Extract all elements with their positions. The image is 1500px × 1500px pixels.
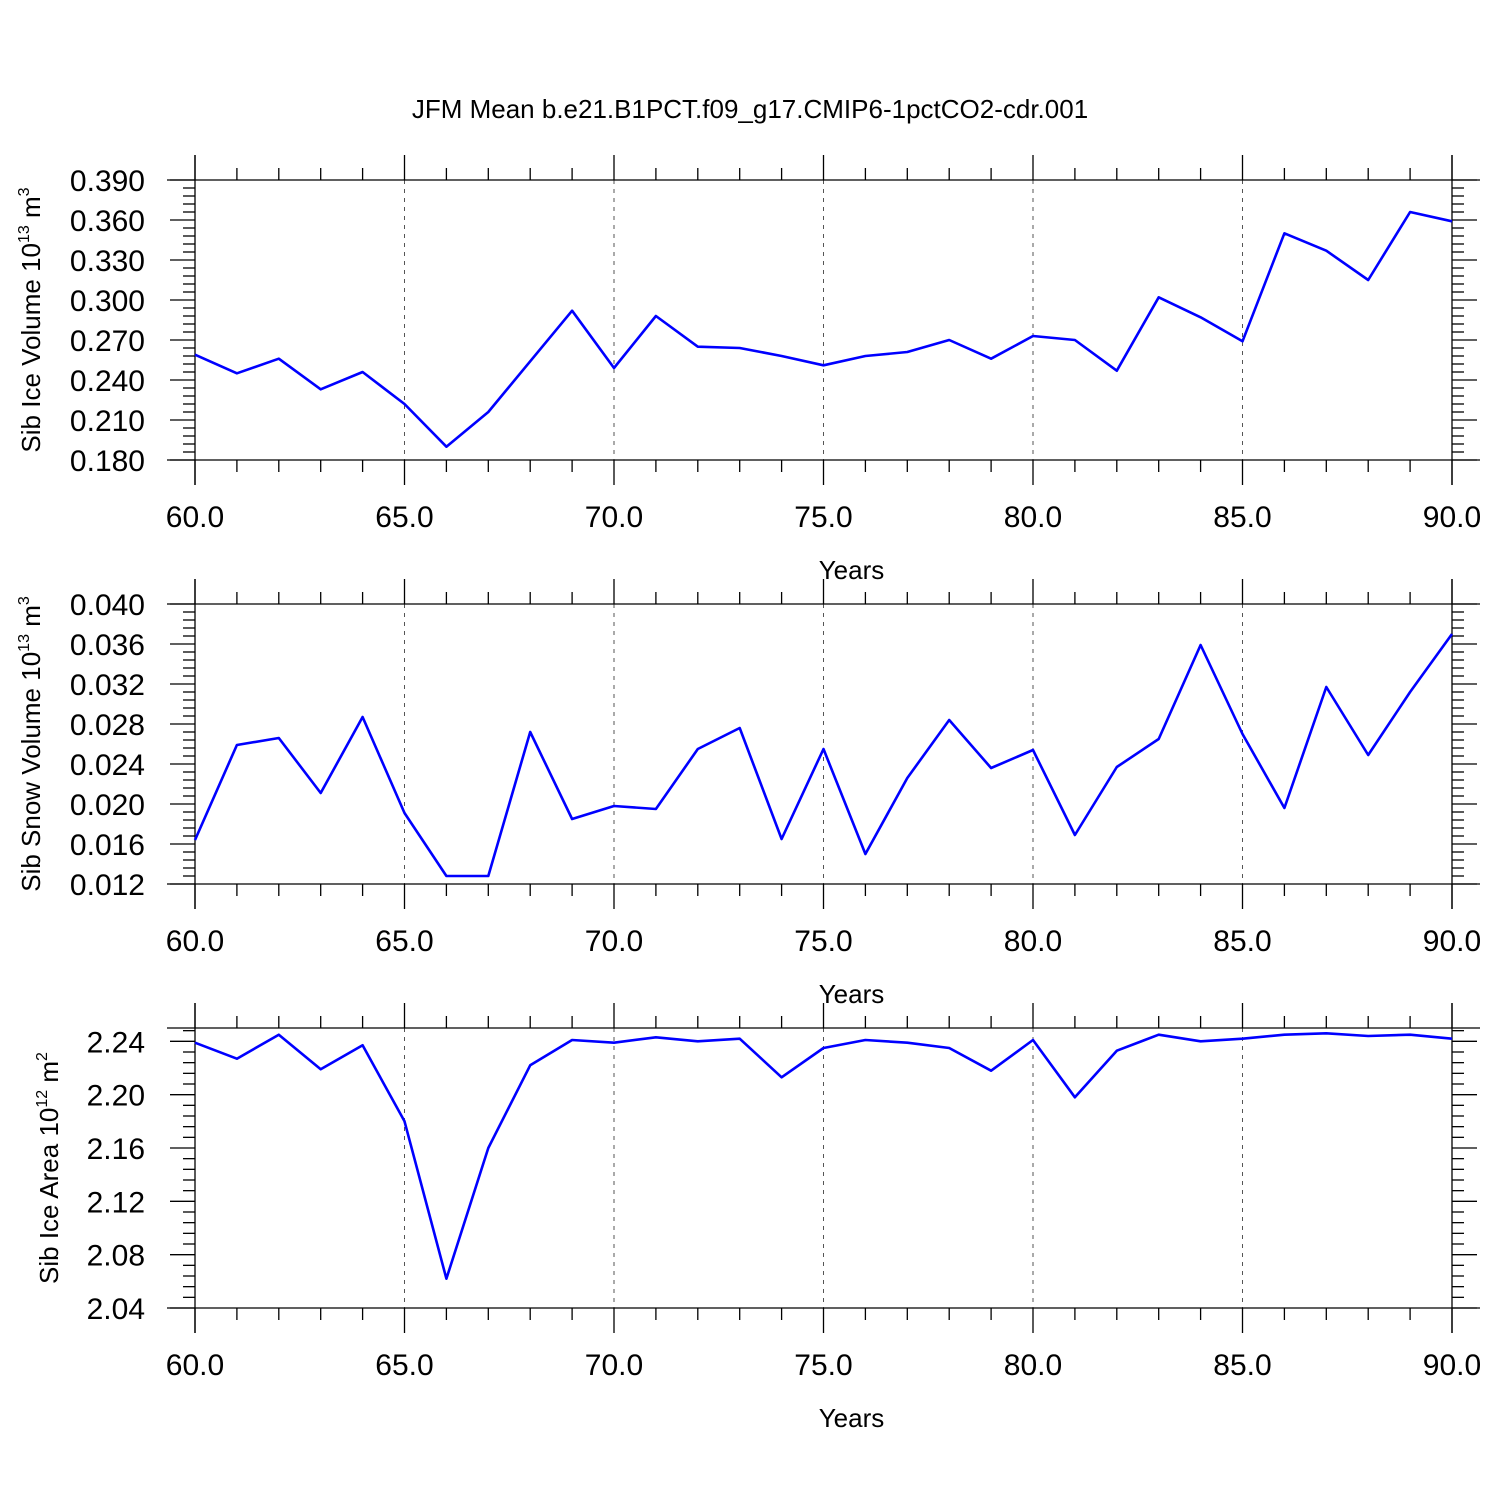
snow-volume-y-tick-label: 0.020 [70,789,145,822]
snow-volume-x-tick-label: 80.0 [1004,925,1062,958]
snow-volume-x-tick-label: 70.0 [585,925,643,958]
ice-area-y-axis-label: Sib Ice Area 1012 m2 [34,1052,64,1284]
snow-volume-x-tick-label: 65.0 [375,925,433,958]
ice-volume-y-tick-label: 0.210 [70,405,145,438]
ice-area-y-tick-label: 2.24 [87,1026,145,1059]
ice-volume-series-line [194,210,1453,449]
ice-area-x-tick-label: 75.0 [794,1349,852,1382]
snow-volume-x-tick-label: 90.0 [1423,925,1481,958]
snow-volume-x-tick-label: 85.0 [1213,925,1271,958]
snow-volume-series-line [193,633,1454,878]
ice-volume-x-tick-label: 85.0 [1213,501,1271,534]
ice-volume-y-tick-label: 0.330 [70,245,145,278]
ice-area-y-tick-label: 2.08 [87,1240,145,1273]
snow-volume-y-tick-label: 0.012 [70,869,145,902]
snow-volume-y-axis-label: Sib Snow Volume 1013 m3 [16,596,46,892]
snow-volume-x-tick-label: 75.0 [794,925,852,958]
panel-snow-volume: 60.0 65.0 70.0 75.0 80.0 85.0 90.0 0.012 0.016 0.… [16,579,1481,1009]
ice-volume-x-tick-label: 65.0 [375,501,433,534]
figure-title: JFM Mean b.e21.B1PCT.f09_g17.CMIP6-1pctC… [412,94,1088,124]
ice-volume-x-axis-label: Years [819,555,885,585]
ice-area-y-tick-label: 2.20 [87,1080,145,1113]
ice-volume-x-tick-label: 70.0 [585,501,643,534]
snow-volume-y-tick-label: 0.032 [70,669,145,702]
ice-area-x-axis-label: Years [819,1403,885,1433]
ice-volume-y-tick-label: 0.270 [70,325,145,358]
ice-volume-y-tick-label: 0.360 [70,205,145,238]
ice-area-x-tick-label: 60.0 [166,1349,224,1382]
ice-volume-y-tick-label: 0.390 [70,165,145,198]
snow-volume-y-tick-label: 0.028 [70,709,145,742]
ice-area-y-tick-label: 2.16 [87,1133,145,1166]
snow-volume-y-tick-label: 0.036 [70,629,145,662]
ice-area-series-line [194,1032,1453,1280]
ice-volume-y-tick-label: 0.180 [70,445,145,478]
ice-area-x-tick-label: 90.0 [1423,1349,1481,1382]
snow-volume-y-tick-label: 0.024 [70,749,145,782]
snow-volume-y-tick-label: 0.040 [70,589,145,622]
ice-area-x-tick-label: 80.0 [1004,1349,1062,1382]
snow-volume-x-tick-label: 60.0 [166,925,224,958]
ice-volume-y-axis-label: Sib Ice Volume 1013 m3 [16,187,46,452]
ice-area-y-tick-label: 2.04 [87,1293,145,1326]
ice-volume-x-tick-label: 75.0 [794,501,852,534]
ice-volume-y-tick-label: 0.240 [70,365,145,398]
ice-area-x-tick-label: 85.0 [1213,1349,1271,1382]
snow-volume-x-axis-label: Years [819,979,885,1009]
snow-volume-y-tick-label: 0.016 [70,829,145,862]
ice-volume-y-tick-label: 0.300 [70,285,145,318]
ice-area-x-tick-label: 65.0 [375,1349,433,1382]
ice-volume-x-tick-label: 90.0 [1423,501,1481,534]
ice-area-y-tick-label: 2.12 [87,1186,145,1219]
ice-area-x-tick-label: 70.0 [585,1349,643,1382]
ice-volume-x-tick-label: 80.0 [1004,501,1062,534]
ice-volume-x-tick-label: 60.0 [166,501,224,534]
panel-ice-volume: 60.0 65.0 70.0 75.0 80.0 85.0 90.0 0.180 0.210 0.… [16,155,1481,585]
panel-ice-area: 60.0 65.0 70.0 75.0 80.0 85.0 90.0 2.04 2.08 2.12… [34,1003,1481,1433]
